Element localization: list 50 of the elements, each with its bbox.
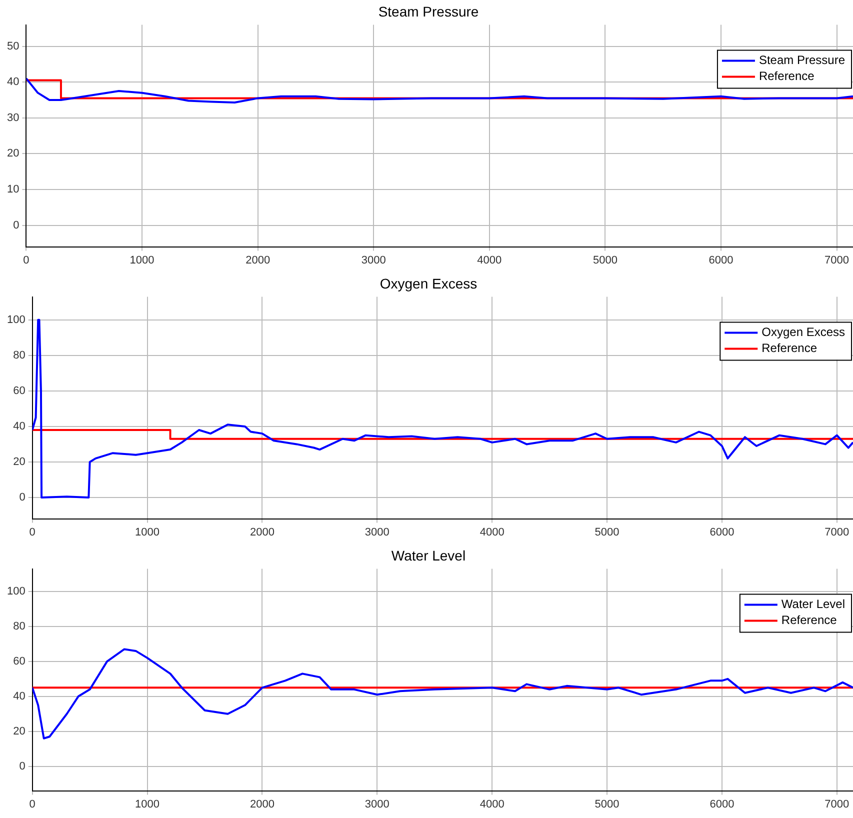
x-tick-label: 2000: [246, 254, 270, 266]
chart-title: Steam Pressure: [378, 3, 479, 20]
y-tick-label: 0: [19, 492, 26, 504]
y-tick-label: 10: [6, 184, 20, 196]
y-tick-label: 20: [13, 456, 26, 468]
x-tick-label: 5000: [594, 526, 620, 538]
x-tick-label: 7000: [824, 254, 850, 266]
y-tick-label: 80: [13, 620, 26, 633]
x-tick-label: 3000: [364, 798, 390, 810]
y-tick-label: 60: [13, 384, 26, 397]
x-tick-label: 6000: [710, 526, 734, 538]
y-tick-label: 40: [6, 76, 20, 88]
x-tick-label: 2000: [250, 798, 274, 810]
y-tick-label: 40: [13, 690, 26, 702]
x-tick-label: 1000: [135, 526, 160, 538]
x-tick-label: 6000: [710, 798, 734, 810]
x-tick-label: 4000: [480, 798, 504, 810]
y-tick-label: 20: [13, 725, 26, 738]
x-tick-label: 0: [29, 798, 36, 810]
x-tick-label: 3000: [361, 254, 386, 266]
y-tick-label: 50: [6, 40, 20, 52]
y-tick-label: 40: [13, 420, 26, 432]
legend-label: Reference: [758, 69, 815, 84]
y-tick-label: 100: [6, 586, 26, 598]
chart-title: Water Level: [391, 547, 466, 564]
y-tick-label: 100: [6, 314, 26, 326]
legend-label: Water Level: [781, 597, 846, 612]
y-tick-label: 0: [19, 760, 26, 772]
legend-label: Reference: [781, 613, 838, 628]
y-tick-label: 20: [6, 148, 20, 160]
x-tick-label: 5000: [594, 798, 620, 810]
x-tick-label: 2000: [250, 526, 274, 538]
x-tick-label: 5000: [592, 254, 618, 266]
x-tick-label: 7000: [824, 526, 850, 538]
x-tick-label: 3000: [364, 526, 390, 538]
y-tick-label: 0: [13, 219, 20, 232]
legend-label: Oxygen Excess: [762, 325, 846, 340]
y-tick-label: 60: [13, 655, 26, 668]
legend-label: Reference: [762, 341, 818, 356]
x-tick-label: 0: [29, 526, 36, 538]
x-tick-label: 4000: [477, 254, 502, 266]
chart-title: Oxygen Excess: [380, 275, 478, 292]
x-tick-label: 1000: [130, 254, 154, 266]
y-tick-label: 30: [6, 112, 20, 124]
legend-label: Steam Pressure: [758, 53, 846, 68]
x-tick-label: 4000: [480, 526, 504, 538]
x-tick-label: 1000: [135, 798, 160, 810]
y-tick-label: 80: [13, 349, 26, 362]
x-tick-label: 6000: [708, 254, 734, 266]
x-tick-label: 7000: [824, 798, 850, 810]
